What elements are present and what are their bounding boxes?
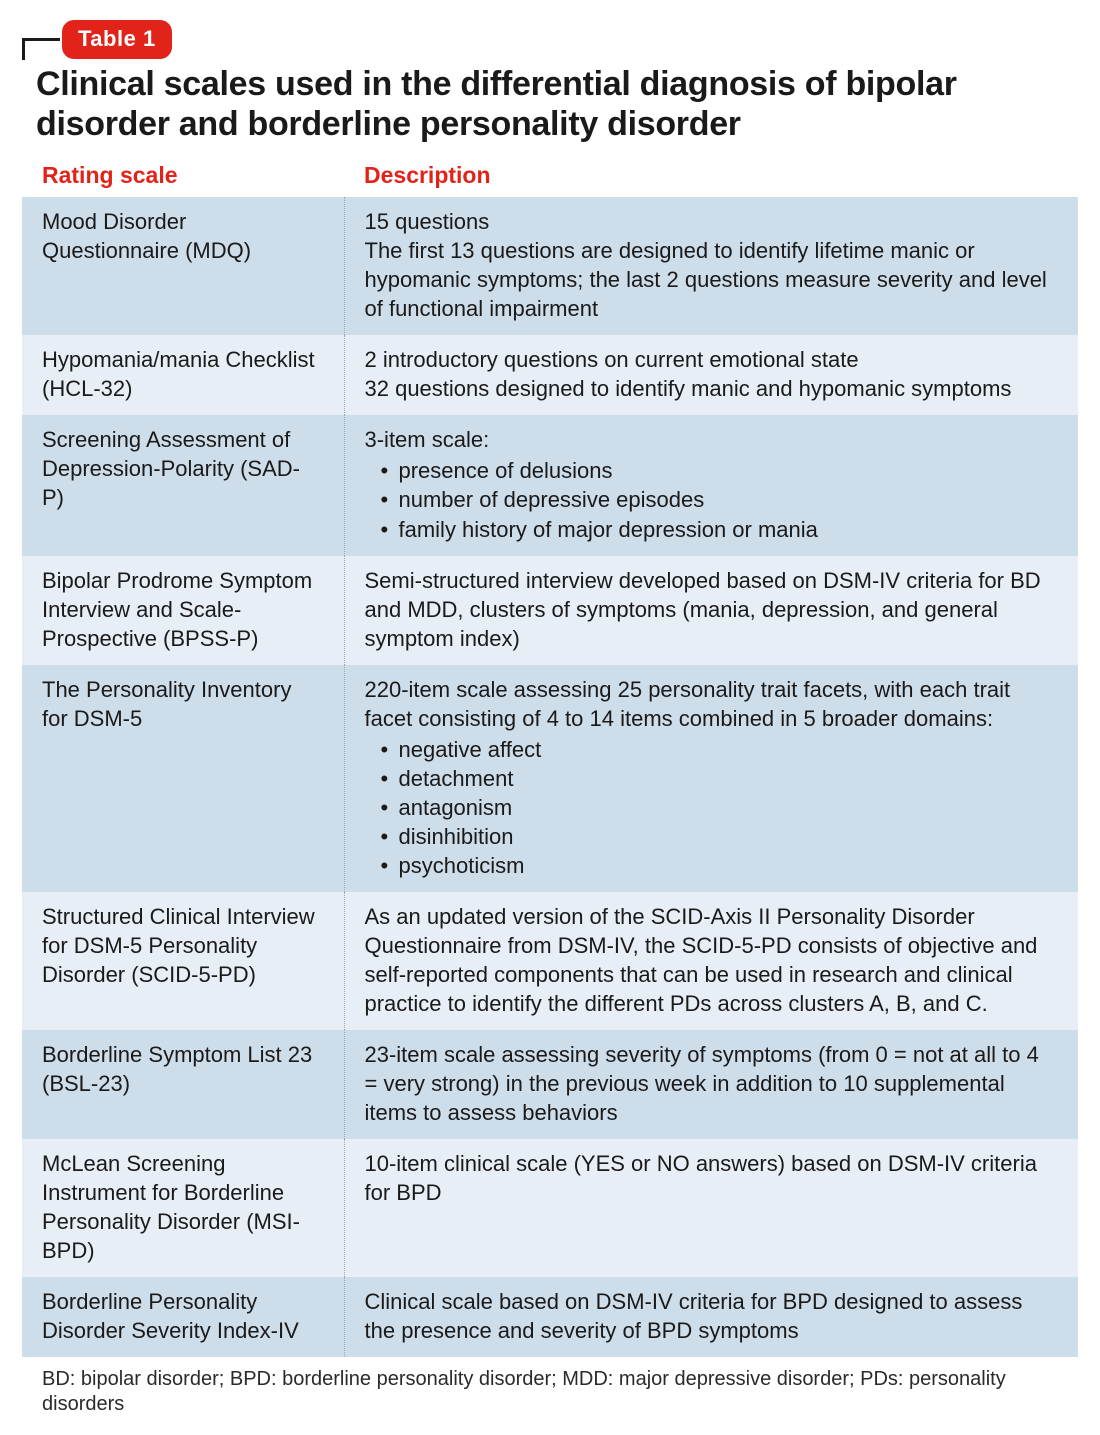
- description-line: The first 13 questions are designed to i…: [365, 236, 1057, 323]
- description-bullet: psychoticism: [399, 851, 1057, 880]
- cell-description: As an updated version of the SCID-Axis I…: [344, 892, 1078, 1030]
- description-line: 10-item clinical scale (YES or NO answer…: [365, 1149, 1057, 1207]
- table-row: The Personality Inventory for DSM-5 220-i…: [22, 665, 1078, 892]
- description-line: As an updated version of the SCID-Axis I…: [365, 902, 1057, 1018]
- cell-rating-scale: Borderline Personality Disorder Severity…: [22, 1277, 344, 1357]
- description-line: 15 questions: [365, 207, 1057, 236]
- description-line: 32 questions designed to identify manic …: [365, 374, 1057, 403]
- description-bullet: detachment: [399, 764, 1057, 793]
- clinical-scales-table: Rating scale Description Mood Disorder Q…: [22, 158, 1078, 1357]
- cell-rating-scale: Screening Assessment of Depression-Polar…: [22, 415, 344, 555]
- cell-rating-scale: Bipolar Prodrome Symptom Interview and S…: [22, 556, 344, 665]
- cell-rating-scale: Structured Clinical Interview for DSM-5 …: [22, 892, 344, 1030]
- table-row: Structured Clinical Interview for DSM-5 …: [22, 892, 1078, 1030]
- corner-decoration-v: [22, 38, 25, 60]
- description-line: 23-item scale assessing severity of symp…: [365, 1040, 1057, 1127]
- description-bullet: negative affect: [399, 735, 1057, 764]
- table-row: Borderline Symptom List 23 (BSL-23)23-it…: [22, 1030, 1078, 1139]
- table-number-badge: Table 1: [62, 20, 172, 59]
- cell-rating-scale: Mood Disorder Questionnaire (MDQ): [22, 197, 344, 335]
- table-title: Clinical scales used in the differential…: [36, 64, 1068, 144]
- description-line: Clinical scale based on DSM-IV criteria …: [365, 1287, 1057, 1345]
- description-bullet: disinhibition: [399, 822, 1057, 851]
- cell-description: 3-item scale:presence of delusionsnumber…: [344, 415, 1078, 555]
- description-bullet-list: presence of delusionsnumber of depressiv…: [365, 456, 1057, 543]
- description-bullet: family history of major depression or ma…: [399, 515, 1057, 544]
- table-header-row: Rating scale Description: [22, 158, 1078, 197]
- table-row: Borderline Personality Disorder Severity…: [22, 1277, 1078, 1357]
- table-row: Screening Assessment of Depression-Polar…: [22, 415, 1078, 555]
- cell-rating-scale: The Personality Inventory for DSM-5: [22, 665, 344, 892]
- table-row: Hypomania/mania Checklist (HCL-32) 2 intr…: [22, 335, 1078, 415]
- corner-decoration-h: [22, 38, 60, 41]
- cell-description: 10-item clinical scale (YES or NO answer…: [344, 1139, 1078, 1277]
- table-body: Mood Disorder Questionnaire (MDQ)15 ques…: [22, 197, 1078, 1357]
- description-bullet: number of depressive episodes: [399, 485, 1057, 514]
- description-bullet-list: negative affectdetachmentantagonismdisin…: [365, 735, 1057, 880]
- table-frame: Table 1 Clinical scales used in the diff…: [22, 18, 1078, 1417]
- cell-description: Clinical scale based on DSM-IV criteria …: [344, 1277, 1078, 1357]
- cell-rating-scale: McLean Screening Instrument for Borderli…: [22, 1139, 344, 1277]
- description-line: 2 introductory questions on current emot…: [365, 345, 1057, 374]
- cell-rating-scale: Hypomania/mania Checklist (HCL-32): [22, 335, 344, 415]
- cell-description: 220-item scale assessing 25 personality …: [344, 665, 1078, 892]
- cell-description: 2 introductory questions on current emot…: [344, 335, 1078, 415]
- cell-description: Semi-structured interview developed base…: [344, 556, 1078, 665]
- cell-description: 15 questionsThe first 13 questions are d…: [344, 197, 1078, 335]
- table-row: Mood Disorder Questionnaire (MDQ)15 ques…: [22, 197, 1078, 335]
- description-bullet: antagonism: [399, 793, 1057, 822]
- cell-description: 23-item scale assessing severity of symp…: [344, 1030, 1078, 1139]
- col-header-description: Description: [344, 158, 1078, 197]
- cell-rating-scale: Borderline Symptom List 23 (BSL-23): [22, 1030, 344, 1139]
- description-line: Semi-structured interview developed base…: [365, 566, 1057, 653]
- table-footnote: BD: bipolar disorder; BPD: borderline pe…: [22, 1357, 1078, 1417]
- table-row: Bipolar Prodrome Symptom Interview and S…: [22, 556, 1078, 665]
- description-line: 220-item scale assessing 25 personality …: [365, 675, 1057, 733]
- description-line: 3-item scale:: [365, 425, 1057, 454]
- col-header-scale: Rating scale: [22, 158, 344, 197]
- table-row: McLean Screening Instrument for Borderli…: [22, 1139, 1078, 1277]
- description-bullet: presence of delusions: [399, 456, 1057, 485]
